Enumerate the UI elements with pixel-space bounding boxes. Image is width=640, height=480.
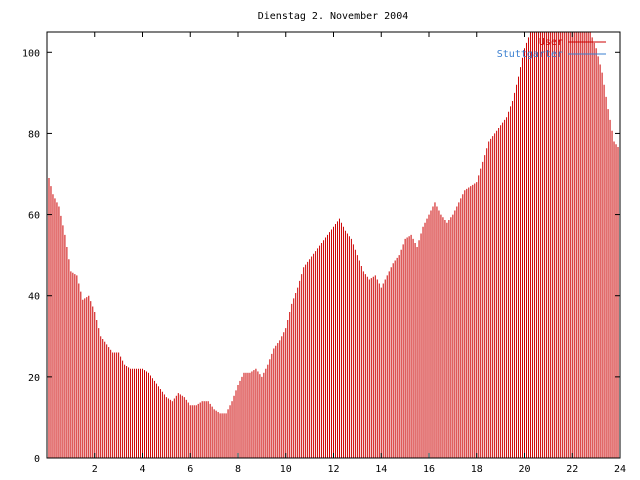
x-tick-label: 12 bbox=[327, 464, 339, 475]
x-tick-label: 20 bbox=[518, 464, 530, 475]
x-tick-label: 16 bbox=[423, 464, 435, 475]
x-tick-label: 4 bbox=[139, 464, 145, 475]
x-tick-label: 10 bbox=[280, 464, 292, 475]
x-tick-label: 2 bbox=[92, 464, 98, 475]
bars-layer bbox=[46, 32, 619, 458]
chart-title: Dienstag 2. November 2004 bbox=[258, 11, 409, 22]
y-tick-label: 20 bbox=[28, 373, 40, 384]
y-tick-label: 80 bbox=[28, 129, 40, 140]
y-tick-label: 60 bbox=[28, 211, 40, 222]
y-tick-label: 0 bbox=[34, 454, 40, 465]
x-tick-label: 6 bbox=[187, 464, 193, 475]
legend-label-stuttgarter: Stuttgarter bbox=[497, 49, 563, 60]
x-tick-label: 22 bbox=[566, 464, 578, 475]
legend: User Stuttgarter bbox=[497, 37, 606, 60]
x-tick-label: 18 bbox=[471, 464, 483, 475]
x-tick-label: 14 bbox=[375, 464, 387, 475]
legend-label-user: User bbox=[539, 37, 563, 48]
y-tick-label: 40 bbox=[28, 292, 40, 303]
x-tick-label: 24 bbox=[614, 464, 626, 475]
y-tick-label: 100 bbox=[22, 48, 40, 59]
x-tick-label: 8 bbox=[235, 464, 241, 475]
